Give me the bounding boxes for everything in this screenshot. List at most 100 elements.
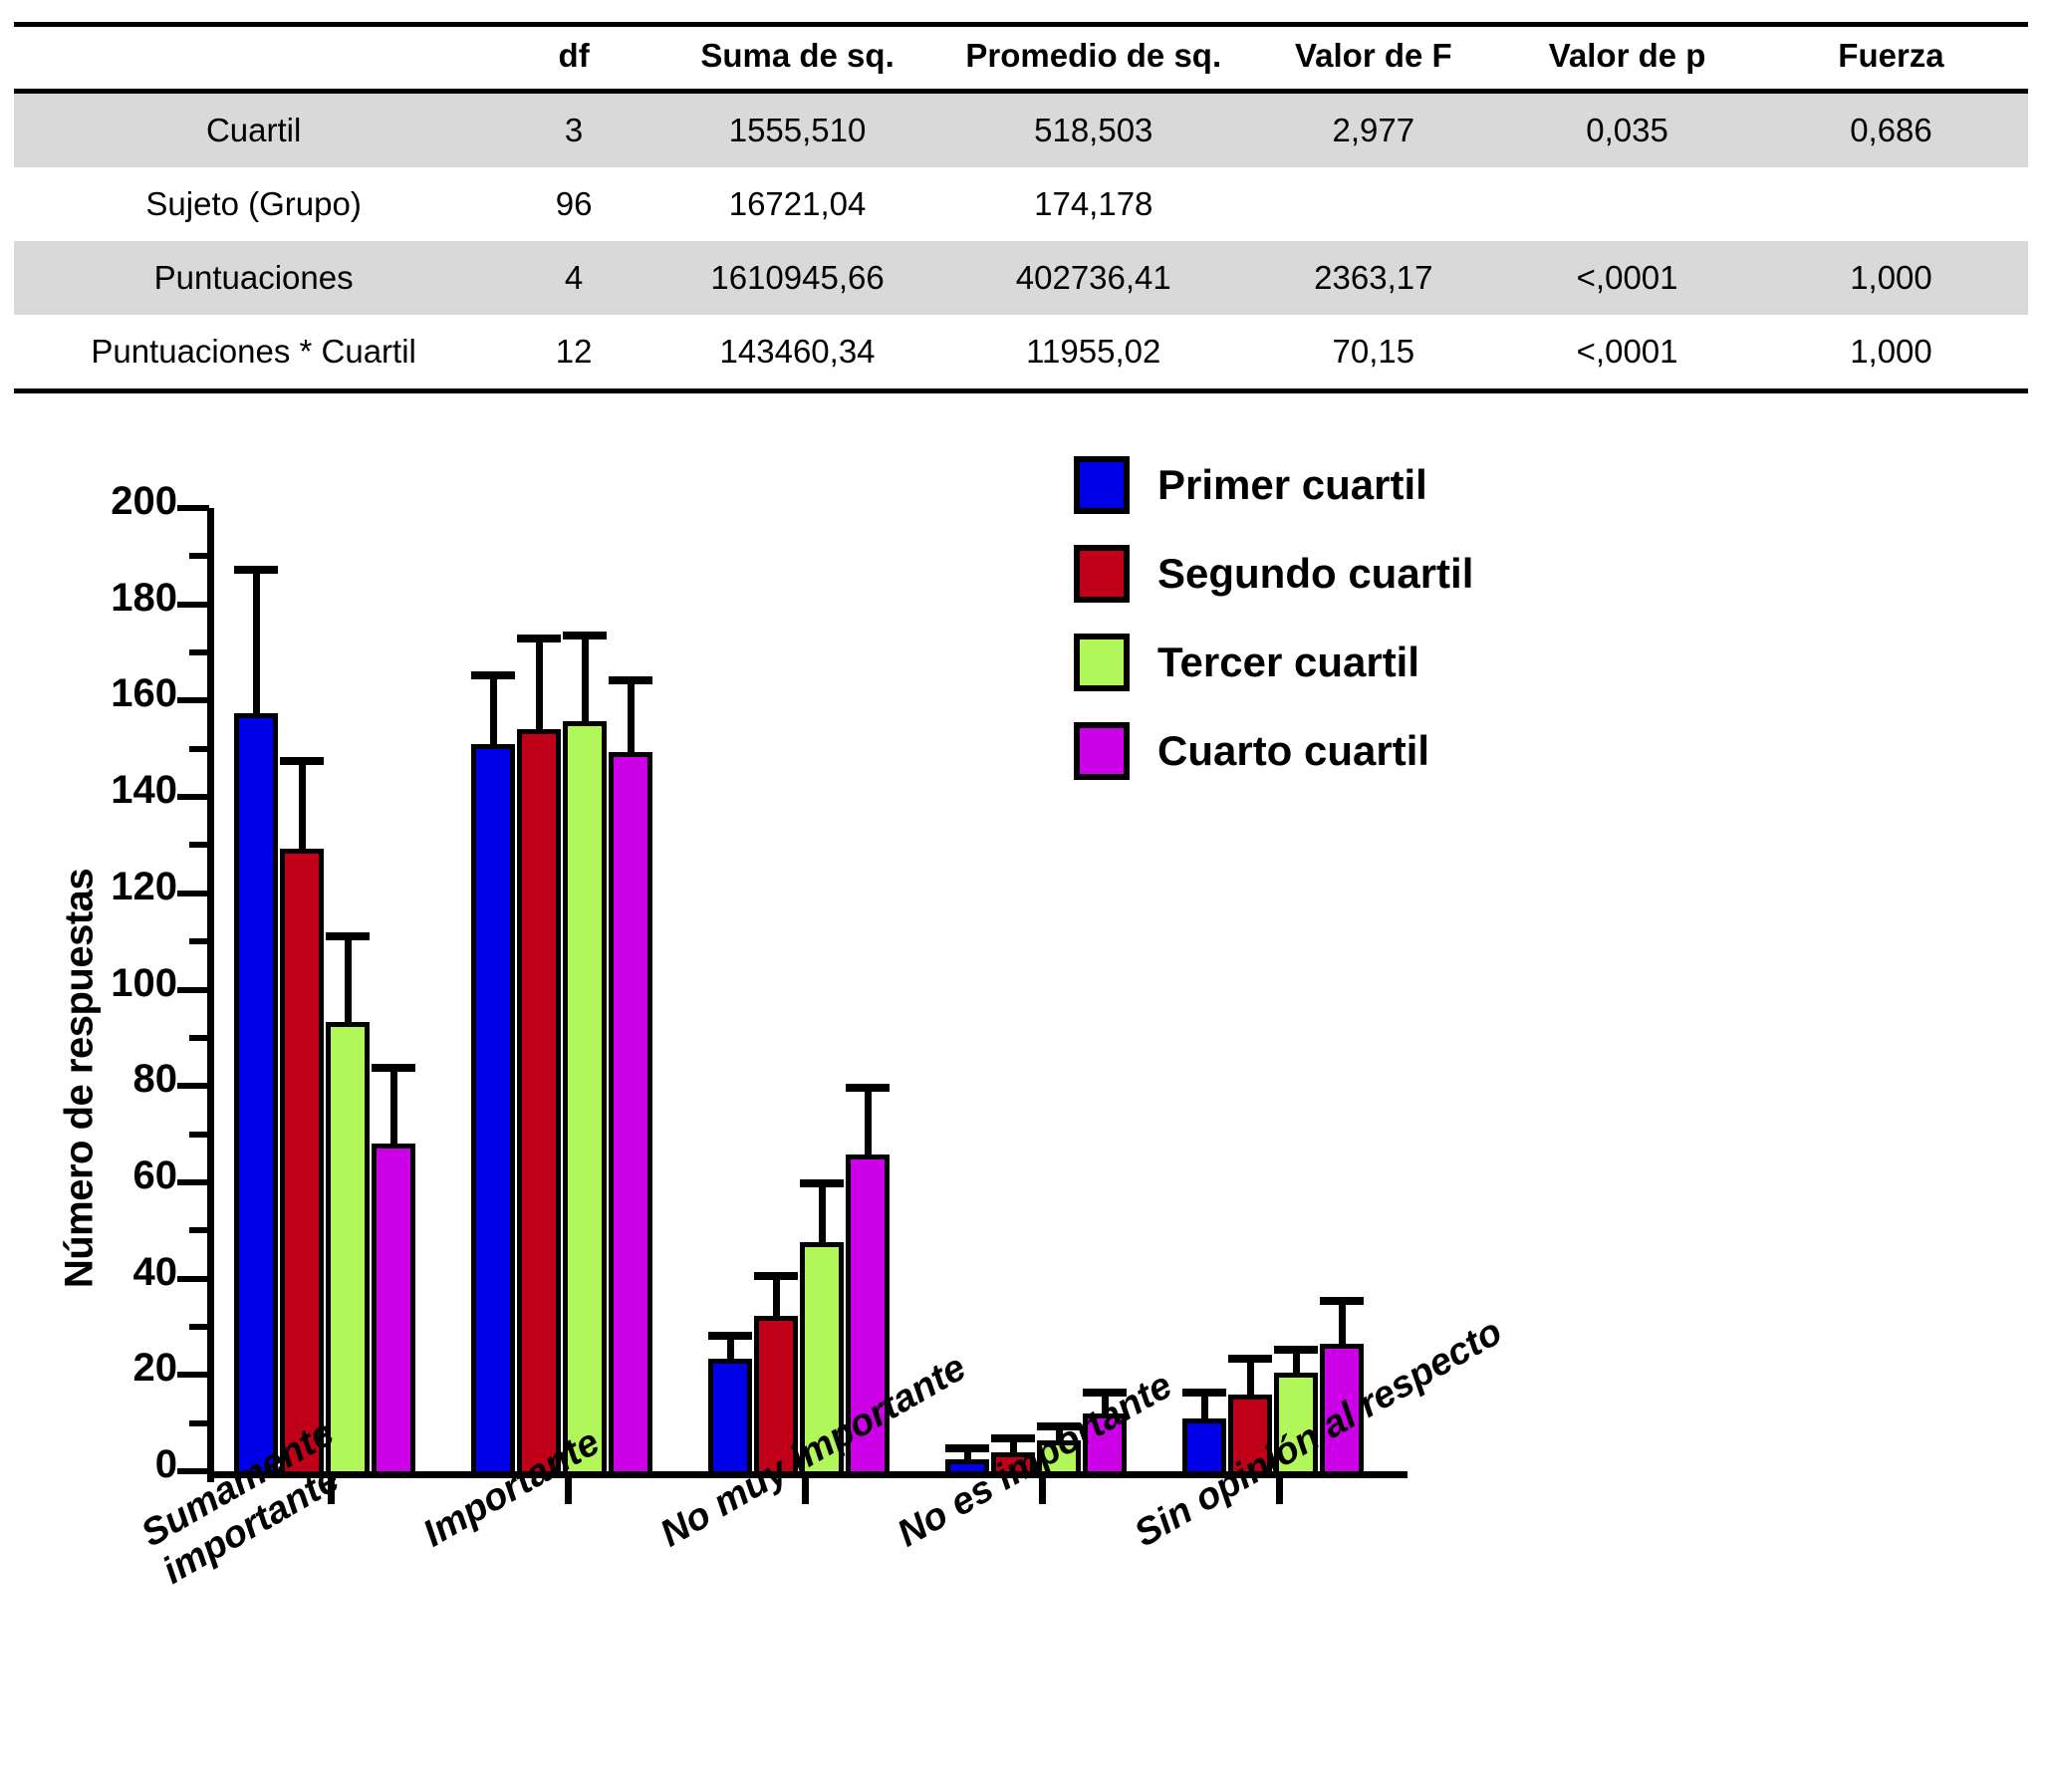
- y-tick-label: 40: [132, 1249, 178, 1294]
- error-bar: [1055, 1429, 1063, 1440]
- bar[interactable]: [708, 1359, 752, 1471]
- error-bar: [1009, 1442, 1017, 1452]
- error-bar-cap: [326, 931, 370, 940]
- cell-p-value: [1500, 167, 1754, 241]
- bar[interactable]: [280, 849, 324, 1471]
- y-tick-major: [177, 601, 209, 608]
- x-tick: [1039, 1478, 1046, 1504]
- bar[interactable]: [609, 752, 652, 1471]
- bar[interactable]: [1320, 1343, 1364, 1471]
- bar[interactable]: [800, 1242, 844, 1471]
- y-tick-label: 80: [132, 1057, 178, 1102]
- bar-group: [708, 508, 939, 1471]
- legend-item[interactable]: Tercer cuartil: [1074, 618, 1473, 706]
- y-tick-minor: [189, 1131, 209, 1138]
- error-bar-cap: [1037, 1421, 1081, 1430]
- error-bar-cap: [563, 632, 607, 640]
- cell-sum-sq: 1610945,66: [653, 241, 941, 315]
- y-tick-major: [177, 505, 209, 511]
- table-row: Puntuaciones * Cuartil 12 143460,34 1195…: [14, 315, 2028, 393]
- row-label: Sujeto (Grupo): [145, 185, 362, 222]
- bar-chart: Número de respuestas 0 20 40 60 80 100 120 140 1…: [0, 359, 2045, 1792]
- y-tick-major: [177, 986, 209, 993]
- error-bar: [1101, 1397, 1109, 1413]
- bar[interactable]: [326, 1021, 370, 1471]
- error-bar: [864, 1092, 872, 1154]
- bar[interactable]: [563, 721, 607, 1471]
- error-bar: [389, 1071, 397, 1145]
- bar[interactable]: [234, 713, 278, 1471]
- bar[interactable]: [1182, 1417, 1226, 1471]
- y-tick-major: [177, 890, 209, 896]
- x-tick: [1276, 1478, 1283, 1504]
- y-tick-major: [177, 1372, 209, 1379]
- bar-group: [234, 508, 465, 1471]
- error-bar-cap: [800, 1178, 844, 1187]
- error-bar: [535, 642, 543, 730]
- y-tick-label: 160: [111, 671, 177, 716]
- bar[interactable]: [471, 743, 515, 1471]
- error-bar-cap: [991, 1434, 1035, 1442]
- error-bar: [252, 574, 260, 714]
- column-header-sum-sq: Suma de sq.: [653, 27, 941, 94]
- cell-df: 4: [493, 241, 654, 315]
- error-bar: [298, 764, 306, 850]
- x-axis-line: [207, 1471, 1407, 1478]
- column-header-df: df: [493, 27, 654, 94]
- bar[interactable]: [991, 1451, 1035, 1471]
- legend-swatch-segundo-cuartil: [1074, 544, 1130, 603]
- bar-group: [945, 508, 1176, 1471]
- cell-f-value: 2363,17: [1246, 241, 1501, 315]
- bar-group: [1182, 508, 1413, 1471]
- error-bar-cap: [280, 756, 324, 765]
- legend-item[interactable]: Primer cuartil: [1074, 440, 1473, 529]
- cell-sum-sq: 1555,510: [653, 91, 941, 167]
- legend-label: Segundo cuartil: [1157, 549, 1474, 597]
- y-tick-label: 140: [111, 768, 177, 813]
- y-axis-line: [207, 508, 214, 1482]
- bar[interactable]: [1037, 1439, 1081, 1471]
- y-tick-minor: [189, 1419, 209, 1426]
- row-label: Puntuaciones: [14, 241, 494, 315]
- cell-power: 0,686: [1753, 91, 2028, 167]
- cell-f-value: [1246, 167, 1500, 241]
- row-label: Puntuaciones * Cuartil: [14, 315, 494, 393]
- error-bar-cap: [372, 1063, 415, 1072]
- legend-label: Tercer cuartil: [1157, 638, 1420, 685]
- y-tick-label: 200: [111, 479, 177, 523]
- table-header-row: df Suma de sq. Promedio de sq. Valor de …: [14, 27, 2028, 94]
- cell-f-value: 70,15: [1246, 315, 1501, 393]
- bar[interactable]: [372, 1144, 415, 1471]
- bar[interactable]: [1083, 1412, 1127, 1471]
- y-tick-major: [177, 1083, 209, 1090]
- cell-df: 96: [555, 185, 593, 222]
- legend-item[interactable]: Cuarto cuartil: [1074, 706, 1473, 795]
- cell-p-value: 0,035: [1500, 91, 1754, 167]
- column-header-mean-sq: Promedio de sq.: [940, 27, 1247, 94]
- y-tick-minor: [189, 553, 209, 560]
- cell-sum-sq: 16721,04: [728, 185, 867, 222]
- bar[interactable]: [517, 729, 561, 1471]
- error-bar: [1292, 1353, 1300, 1373]
- legend-item[interactable]: Segundo cuartil: [1074, 529, 1473, 618]
- bar[interactable]: [945, 1458, 989, 1471]
- column-header-f-value: Valor de F: [1246, 27, 1501, 94]
- x-tick: [565, 1478, 572, 1504]
- table-row: Sujeto (Grupo) 96 16721,04 174,178: [14, 167, 2028, 241]
- legend-swatch-tercer-cuartil: [1074, 633, 1130, 691]
- error-bar: [726, 1340, 734, 1360]
- error-bar: [344, 939, 352, 1022]
- table-top-rule: [14, 22, 2028, 29]
- cell-power: 1,000: [1753, 241, 2028, 315]
- cell-p-value: <,0001: [1500, 315, 1754, 393]
- bar[interactable]: [1274, 1372, 1318, 1471]
- anova-table: df Suma de sq. Promedio de sq. Valor de …: [14, 22, 2028, 393]
- cell-mean-sq: 11955,02: [940, 315, 1247, 393]
- error-bar: [489, 678, 497, 744]
- column-header-source: [14, 27, 494, 94]
- bar[interactable]: [846, 1153, 890, 1471]
- bar[interactable]: [754, 1315, 798, 1471]
- bar[interactable]: [1228, 1394, 1272, 1471]
- error-bar-cap: [1274, 1345, 1318, 1354]
